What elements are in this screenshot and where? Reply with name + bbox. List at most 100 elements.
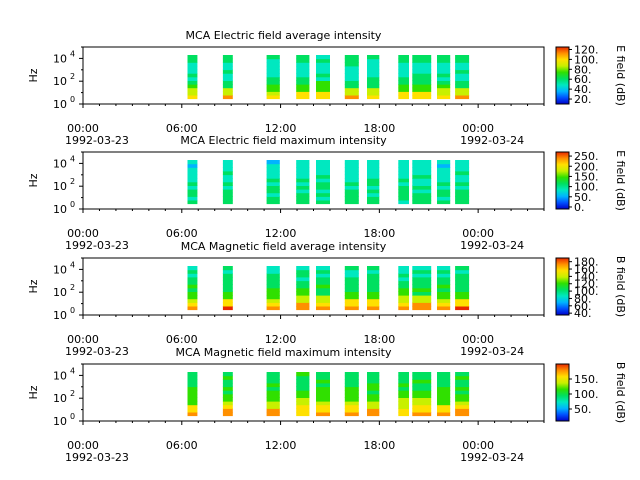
spectrogram-cell (455, 284, 470, 289)
spectrogram-cell (437, 372, 451, 377)
spectrogram-cell (367, 298, 380, 303)
spectrogram-cell (455, 276, 470, 282)
spectrogram-cell (367, 62, 380, 67)
spectrogram-cell (296, 73, 310, 78)
spectrogram-cell (296, 55, 310, 60)
spectrogram-cell (455, 295, 470, 300)
spectrogram-cell (437, 199, 451, 205)
spectrogram-cell (187, 375, 198, 380)
y-tick-exponent: 0 (70, 412, 75, 421)
spectrogram-cell (222, 65, 233, 71)
data-block (455, 266, 470, 311)
spectrogram-cell (437, 196, 451, 201)
data-block (222, 266, 233, 311)
spectrogram-cell (455, 167, 470, 172)
spectrogram-cell (344, 160, 359, 165)
spectrogram-cell (344, 174, 359, 179)
spectrogram-cell (344, 58, 359, 63)
colorbar-tick-label: 180. (574, 256, 599, 269)
data-block (266, 160, 280, 205)
spectrogram-cell (266, 302, 280, 307)
spectrogram-cell (296, 185, 310, 190)
colorbar-tick-label: 120. (574, 43, 599, 56)
spectrogram-cell (367, 397, 380, 402)
spectrogram-cell (367, 411, 380, 417)
data-block (367, 160, 380, 205)
panel-title: MCA Magnetic field maximum intensity (176, 346, 392, 359)
spectrogram-cell (367, 372, 380, 377)
spectrogram-cell (437, 87, 451, 92)
spectrogram-cell (266, 55, 280, 60)
spectrogram-cell (455, 192, 470, 197)
spectrogram-cell (266, 375, 280, 380)
spectrogram-cell (344, 295, 359, 300)
spectrogram-cell (222, 163, 233, 168)
spectrogram-cell (455, 386, 470, 391)
spectrogram-cell (266, 199, 280, 205)
y-tick-exponent: 4 (70, 366, 75, 375)
spectrogram-cell (222, 167, 233, 172)
spectrogram-cell (296, 375, 310, 380)
spectrogram-cell (437, 269, 451, 274)
y-tick-label: 10 (53, 415, 67, 428)
spectrogram-cell (412, 185, 432, 190)
spectrogram-cell (455, 160, 470, 165)
colorbar-frame (555, 363, 570, 422)
spectrogram-cell (367, 73, 380, 78)
spectrogram-cell (296, 199, 310, 205)
spectrogram-cell (187, 305, 198, 311)
spectrogram-cell (296, 295, 310, 300)
spectrogram-cell (455, 55, 470, 60)
spectrogram-cell (222, 189, 233, 194)
spectrogram-cell (316, 411, 330, 417)
spectrogram-cell (412, 379, 432, 384)
spectrogram-cell (437, 305, 451, 311)
spectrogram-cell (437, 379, 451, 384)
panel-title: MCA Magnetic field average intensity (181, 240, 387, 253)
spectrogram-cell (222, 94, 233, 100)
colorbar (556, 258, 569, 315)
spectrogram-cell (455, 273, 470, 278)
spectrogram-cell (266, 382, 280, 388)
x-date-label: 1992-03-24 (460, 239, 524, 252)
spectrogram-cell (437, 298, 451, 303)
colorbar-tick-label: 50. (574, 403, 592, 416)
spectrogram-cell (187, 266, 198, 271)
spectrogram-cell (437, 163, 451, 168)
spectrogram-cell (316, 375, 330, 380)
spectrogram-cell (437, 189, 451, 194)
spectrogram-cell (412, 178, 432, 183)
spectrogram-cell (455, 266, 470, 271)
x-date-label: 1992-03-24 (460, 451, 524, 464)
x-tick-label: 18:00 (364, 122, 396, 135)
spectrogram-cell (187, 185, 198, 190)
spectrogram-cell (266, 393, 280, 398)
spectrogram-cell (367, 408, 380, 413)
spectrogram-cell (316, 305, 330, 311)
colorbar-tick-label: 20. (574, 93, 592, 106)
spectrogram-cell (455, 87, 470, 92)
spectrogram-cell (316, 287, 330, 292)
spectrogram-cell (412, 84, 432, 89)
spectrogram-cell (316, 386, 330, 391)
spectrogram-cell (367, 76, 380, 81)
spectrogram-cell (412, 408, 432, 413)
colorbar-tick-label: 80. (574, 292, 592, 305)
spectrogram-cell (412, 69, 432, 74)
spectrogram-cell (266, 174, 280, 179)
spectrogram-cell (316, 76, 330, 81)
spectrogram-cell (344, 386, 359, 391)
colorbar (556, 47, 569, 104)
x-tick-label: 00:00 (462, 122, 494, 135)
spectrogram-cell (367, 280, 380, 285)
spectrogram-cell (316, 73, 330, 78)
spectrogram-cell (344, 408, 359, 413)
spectrogram-cell (296, 160, 310, 165)
spectrogram-cell (367, 192, 380, 197)
y-tick-label: 10 (53, 52, 67, 65)
data-block (187, 266, 198, 311)
colorbar-tick-label: 150. (574, 373, 599, 386)
